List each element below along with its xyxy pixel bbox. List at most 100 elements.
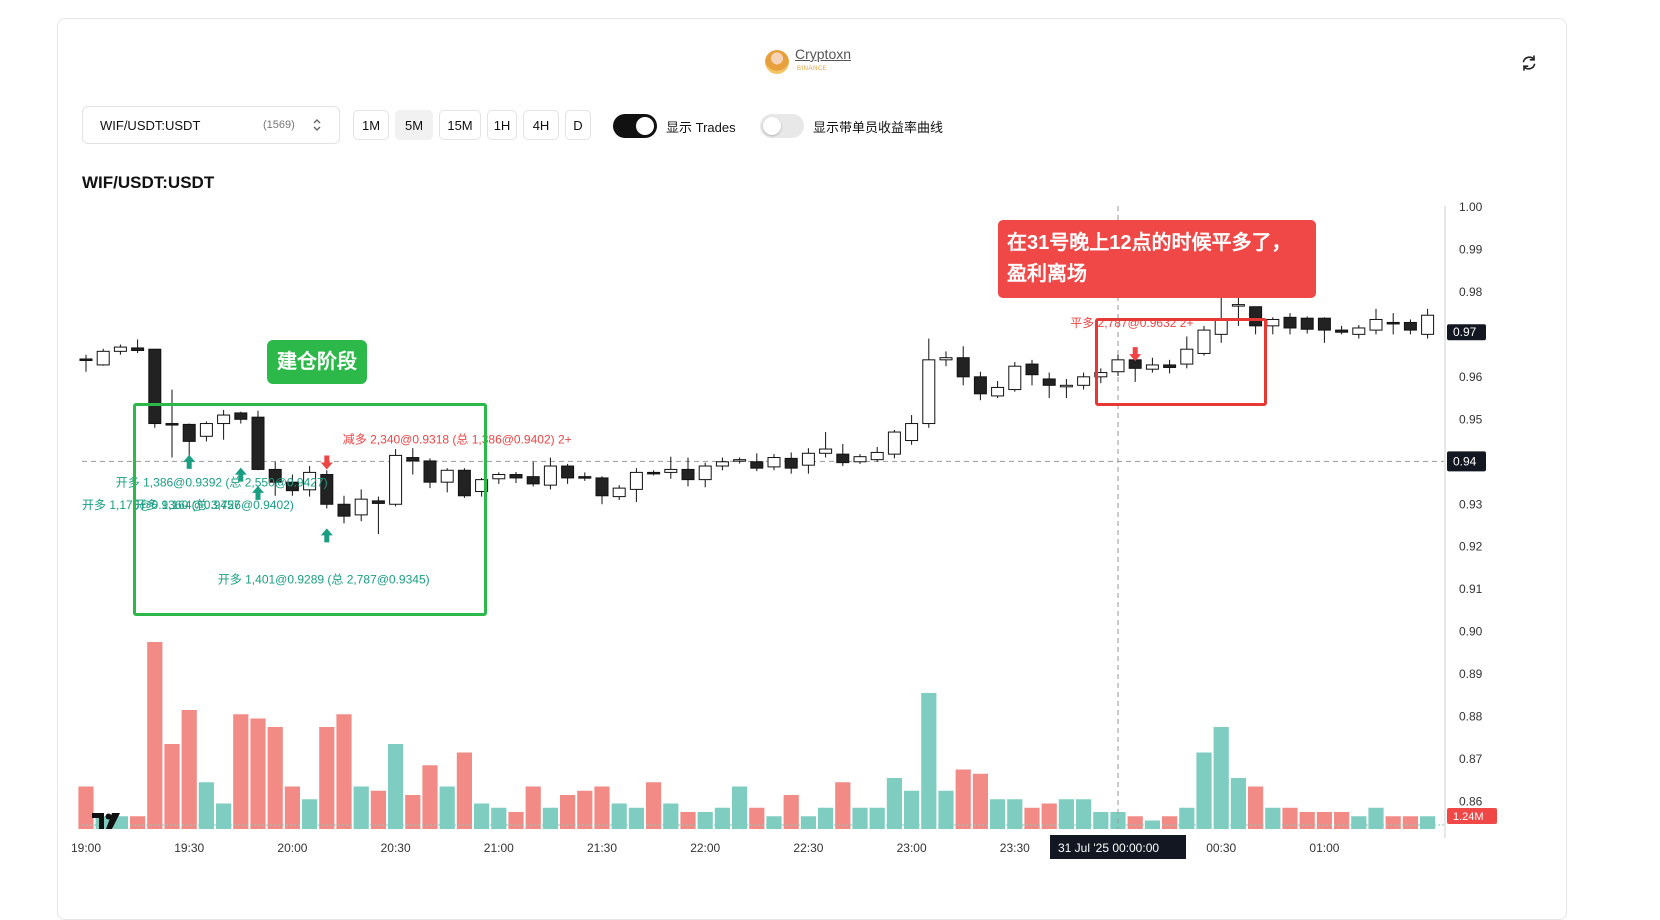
volume-bar <box>1058 799 1074 829</box>
candle <box>1335 329 1349 333</box>
candle <box>475 479 489 493</box>
candle <box>423 460 437 483</box>
candle <box>1077 376 1091 386</box>
trade-buy-arrow-icon[interactable] <box>320 528 333 543</box>
trade-buy-arrow-icon[interactable] <box>252 485 264 500</box>
trade-marker-label: 开多 1,386@0.9392 (总 2,550@0.9427) <box>116 476 328 490</box>
candle <box>268 468 282 483</box>
candle <box>681 468 695 481</box>
show-trades-label: 显示 Trades <box>666 120 736 135</box>
volume-bar <box>147 642 163 829</box>
volume-bar <box>680 812 696 829</box>
volume-bar <box>1024 807 1040 829</box>
price-tick-label: 0.86 <box>1459 795 1483 809</box>
candle <box>1283 316 1297 329</box>
price-tick-label: 0.99 <box>1459 242 1483 256</box>
volume-bar <box>663 803 679 829</box>
volume-last-badge <box>1447 808 1497 824</box>
time-tick-label: 22:30 <box>793 841 823 855</box>
candle <box>629 471 643 490</box>
price-tick-label: 0.92 <box>1459 540 1483 554</box>
tf-d-button[interactable]: D <box>565 110 591 140</box>
show-trades-toggle[interactable] <box>613 114 657 138</box>
volume-bar <box>1402 816 1418 829</box>
candle <box>1249 306 1263 327</box>
trade-marker-label: 开多 1,401@0.9289 (总 2,787@0.9345) <box>218 572 430 586</box>
volume-bar <box>1007 799 1023 829</box>
volume-bar <box>284 786 300 829</box>
candle <box>905 423 919 442</box>
time-tick-label: 01:00 <box>1309 841 1339 855</box>
candle <box>1163 364 1177 368</box>
accumulation-phase-box <box>133 403 487 616</box>
candle <box>131 347 145 351</box>
time-tick-label: 23:00 <box>897 841 927 855</box>
time-tick-label: 19:30 <box>174 841 204 855</box>
volume-bar <box>267 727 283 829</box>
brand-exchange: BINANCE <box>797 66 828 72</box>
candle <box>922 359 936 425</box>
main-card <box>57 18 1567 920</box>
volume-bar <box>78 786 94 829</box>
candle <box>492 474 506 480</box>
tf-4h-button[interactable]: 4H <box>523 110 559 140</box>
brand-name[interactable]: Cryptoxn <box>795 46 852 62</box>
trade-buy-arrow-icon[interactable] <box>183 454 196 469</box>
brand-logo-icon <box>765 50 789 74</box>
volume-bar <box>1385 816 1401 829</box>
volume-bar <box>405 795 421 829</box>
volume-bar <box>594 786 610 829</box>
volume-bar <box>1265 807 1281 829</box>
candle <box>543 465 557 486</box>
candle <box>784 457 798 469</box>
candle <box>96 350 110 366</box>
tf-15m-button[interactable]: 15M <box>439 110 481 140</box>
candle <box>715 461 729 467</box>
candle <box>561 465 575 479</box>
candle <box>1266 318 1280 327</box>
volume-bar <box>422 765 438 829</box>
candle <box>406 457 420 462</box>
price-tick-label: 0.90 <box>1459 625 1483 639</box>
tf-5m-button[interactable]: 5M <box>395 110 433 140</box>
volume-bar <box>1282 807 1298 829</box>
tradingview-logo-icon[interactable] <box>92 812 124 835</box>
volume-bar <box>474 803 490 829</box>
candle <box>165 423 179 426</box>
exit-box <box>1095 318 1267 406</box>
candle <box>251 416 265 470</box>
exit-note-label: 在31号晚上12点的时候平多了， 盈利离场 <box>998 220 1316 298</box>
volume-bar <box>1127 816 1143 829</box>
volume-bar <box>1076 799 1092 829</box>
price-tick-label: 0.88 <box>1459 710 1483 724</box>
crosshair-time-label: 31 Jul '25 00:00:00 <box>1058 841 1159 855</box>
candle <box>819 448 833 454</box>
volume-bar <box>456 752 472 829</box>
trade-sell-arrow-icon[interactable] <box>1129 347 1142 362</box>
candlestick-chart[interactable]: 1.00 0.99 0.98 0.97 0.96 0.95 0.94 0.93 0.92 0.91… <box>0 0 1660 891</box>
volume-bar <box>766 816 782 829</box>
volume-bar <box>491 807 507 829</box>
volume-bar <box>302 799 318 829</box>
price-tick-label: 0.87 <box>1459 752 1483 766</box>
volume-bar <box>439 786 455 829</box>
volume-bar <box>1248 786 1264 829</box>
trade-buy-arrow-icon[interactable] <box>234 467 247 482</box>
volume-bar <box>1420 816 1436 829</box>
candle <box>767 457 781 468</box>
candle <box>1059 384 1073 388</box>
tf-1m-button[interactable]: 1M <box>353 110 389 140</box>
candle <box>1352 327 1366 335</box>
volume-bar <box>921 693 937 829</box>
volume-bar <box>714 807 730 829</box>
crosshair-price-badge <box>1447 451 1486 472</box>
refresh-icon[interactable] <box>1518 52 1540 74</box>
volume-bar <box>904 790 920 829</box>
candle <box>320 474 334 505</box>
symbol-select[interactable]: WIF/USDT:USDT (1569) <box>82 106 340 144</box>
tf-1h-button[interactable]: 1H <box>487 110 517 140</box>
candle <box>1025 363 1039 376</box>
trade-sell-arrow-icon[interactable] <box>320 455 333 470</box>
show-equity-curve-toggle[interactable] <box>760 114 804 138</box>
candle <box>457 469 471 497</box>
